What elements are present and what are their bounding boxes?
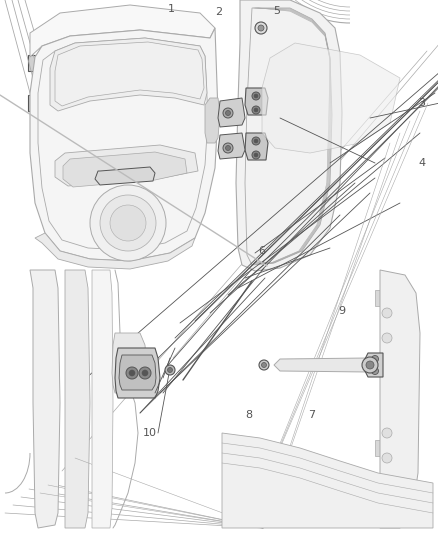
Ellipse shape [97,339,109,357]
Ellipse shape [97,304,109,322]
Text: 7: 7 [308,410,315,420]
Circle shape [255,22,267,34]
Text: 9: 9 [338,306,345,316]
Circle shape [254,108,258,112]
Circle shape [259,360,269,370]
Polygon shape [55,42,204,106]
Polygon shape [112,333,147,393]
Polygon shape [50,38,207,111]
FancyBboxPatch shape [375,290,387,306]
Circle shape [167,367,173,373]
Circle shape [258,25,264,31]
Text: 6: 6 [258,246,265,256]
Circle shape [362,357,378,373]
Text: 8: 8 [245,410,252,420]
Polygon shape [236,0,342,271]
Text: 10: 10 [143,428,157,438]
Circle shape [252,92,260,100]
Polygon shape [274,358,373,372]
Circle shape [371,367,378,375]
Circle shape [110,205,146,241]
Circle shape [254,139,258,143]
Polygon shape [30,5,215,57]
Polygon shape [262,43,400,153]
Polygon shape [365,353,383,377]
Text: 5: 5 [273,6,280,16]
Polygon shape [218,133,245,159]
Polygon shape [63,152,187,187]
Ellipse shape [97,464,109,482]
Polygon shape [30,270,60,528]
Ellipse shape [97,434,109,452]
Polygon shape [30,28,218,261]
Text: 4: 4 [418,158,425,168]
Circle shape [223,108,233,118]
Circle shape [371,356,378,362]
Circle shape [382,333,392,343]
Polygon shape [95,167,155,185]
Ellipse shape [246,212,264,224]
Circle shape [252,137,260,145]
Circle shape [90,185,166,261]
Circle shape [139,367,151,379]
Ellipse shape [246,182,264,194]
Ellipse shape [97,369,109,387]
FancyBboxPatch shape [28,55,40,71]
Circle shape [226,146,230,150]
Polygon shape [92,270,113,528]
Polygon shape [119,355,156,390]
Text: 2: 2 [215,7,222,17]
Circle shape [142,370,148,376]
Polygon shape [245,133,268,160]
Circle shape [129,370,135,376]
Polygon shape [245,88,268,115]
Circle shape [252,151,260,159]
FancyBboxPatch shape [375,440,387,456]
Polygon shape [218,98,245,127]
Ellipse shape [246,242,264,254]
Circle shape [254,94,258,98]
Circle shape [252,106,260,114]
Circle shape [261,362,266,367]
Circle shape [165,365,175,375]
Polygon shape [222,433,433,528]
Circle shape [126,367,138,379]
Text: 1: 1 [168,4,175,14]
Polygon shape [65,270,90,528]
Circle shape [382,308,392,318]
Polygon shape [115,348,160,398]
Circle shape [382,453,392,463]
Circle shape [100,195,156,251]
Circle shape [366,361,374,369]
Polygon shape [380,270,420,528]
Circle shape [254,153,258,157]
Circle shape [226,110,230,116]
Polygon shape [205,98,220,143]
Polygon shape [55,145,198,186]
Circle shape [382,428,392,438]
Circle shape [223,143,233,153]
Polygon shape [35,233,195,269]
Text: 3: 3 [418,98,425,108]
FancyBboxPatch shape [28,95,40,111]
